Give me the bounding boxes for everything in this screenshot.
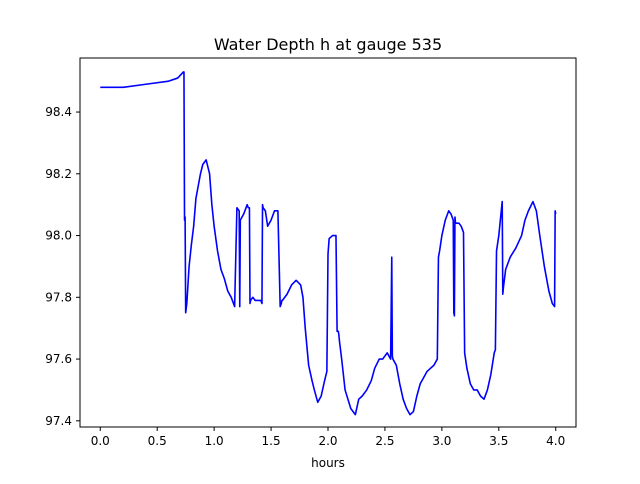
y-tick-label: 97.4 [45, 414, 72, 428]
plot-area [100, 71, 557, 416]
x-tick-label: 1.5 [262, 434, 281, 448]
y-tick-label: 98.4 [45, 105, 72, 119]
series-line-0 [100, 71, 557, 416]
y-tick-label: 97.6 [45, 352, 72, 366]
y-tick-label: 98.0 [45, 229, 72, 243]
y-tick-label: 98.2 [45, 167, 72, 181]
x-tick-label: 3.5 [489, 434, 508, 448]
x-tick-label: 4.0 [546, 434, 565, 448]
x-tick-label: 3.0 [432, 434, 451, 448]
x-tick-label: 2.5 [375, 434, 394, 448]
x-tick-label: 2.0 [318, 434, 337, 448]
y-tick-label: 97.8 [45, 290, 72, 304]
x-tick-label: 0.5 [148, 434, 167, 448]
x-axis-label: hours [311, 456, 345, 470]
axes: 0.0 0.5 1.0 1.5 2.0 2.5 3.0 3.5 4.0 97.4 97.6 97.8 9… [45, 57, 577, 448]
x-tick-label: 0.0 [91, 434, 110, 448]
chart-title: Water Depth h at gauge 535 [214, 35, 442, 54]
x-tick-label: 1.0 [205, 434, 224, 448]
